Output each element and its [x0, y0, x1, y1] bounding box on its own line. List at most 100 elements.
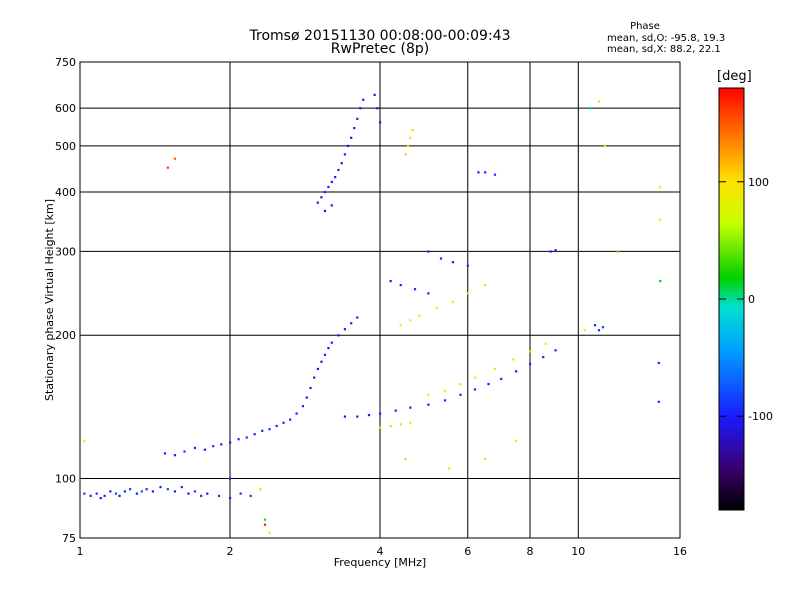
data-point — [515, 439, 518, 443]
x-tick-label: 10 — [571, 545, 585, 558]
data-point — [399, 423, 402, 426]
data-point — [659, 185, 662, 189]
data-point — [601, 326, 605, 329]
data-point — [427, 292, 430, 295]
colorbar-tick-label: 0 — [748, 293, 755, 306]
data-point — [159, 485, 162, 489]
data-point — [389, 424, 392, 428]
data-point — [554, 249, 557, 252]
data-point — [320, 360, 323, 363]
data-point — [409, 421, 412, 424]
data-point — [268, 428, 271, 431]
data-point — [409, 406, 412, 409]
data-point — [249, 494, 252, 497]
y-tick-label: 750 — [55, 56, 76, 69]
data-point — [187, 492, 190, 495]
data-point — [367, 413, 371, 417]
data-point — [493, 173, 497, 176]
data-point — [313, 376, 316, 379]
data-point — [173, 157, 177, 160]
data-point — [427, 393, 430, 396]
x-tick-label: 16 — [673, 545, 687, 558]
x-axis-label: Frequency [MHz] — [333, 556, 427, 569]
data-point — [466, 264, 469, 267]
data-point — [109, 490, 112, 493]
data-point — [394, 409, 397, 412]
data-point — [259, 488, 262, 491]
data-point — [379, 426, 382, 429]
data-point — [217, 494, 221, 497]
data-point — [616, 250, 619, 253]
data-point — [309, 386, 312, 390]
data-point — [151, 490, 155, 493]
data-point — [473, 388, 477, 391]
y-tick-label: 200 — [55, 329, 76, 342]
data-points — [83, 93, 662, 534]
data-point — [334, 175, 337, 179]
data-point — [301, 405, 305, 408]
data-point — [350, 322, 353, 325]
x-axis-ticks: 1 2 4 6 8 10 16 — [77, 545, 688, 558]
data-point — [327, 185, 330, 189]
data-point — [597, 100, 601, 103]
data-point — [220, 443, 223, 446]
data-point — [418, 314, 421, 317]
data-point — [484, 284, 487, 287]
data-point — [379, 412, 382, 415]
data-point — [404, 153, 407, 156]
data-point — [459, 382, 462, 386]
data-point — [346, 144, 350, 148]
data-point — [330, 204, 333, 207]
data-point — [193, 446, 197, 450]
data-point — [376, 107, 379, 110]
data-point — [203, 448, 206, 451]
data-point — [229, 441, 232, 444]
data-point — [411, 128, 414, 132]
chart-subtitle: RwPretec (8p) — [330, 41, 430, 57]
data-point — [659, 218, 662, 221]
x-tick-label: 8 — [527, 545, 534, 558]
data-point — [268, 531, 271, 534]
data-point — [404, 457, 407, 461]
data-point — [353, 127, 356, 130]
colorbar-title: [deg] — [717, 69, 752, 84]
data-point — [99, 497, 102, 500]
data-point — [399, 284, 402, 287]
data-point — [409, 136, 412, 139]
data-point — [118, 494, 121, 497]
data-point — [83, 439, 86, 443]
data-point — [583, 329, 586, 332]
y-tick-label: 75 — [62, 532, 76, 545]
data-point — [544, 342, 547, 345]
data-point — [337, 168, 340, 172]
data-point — [140, 490, 143, 493]
data-point — [443, 389, 447, 392]
data-point — [330, 341, 333, 344]
y-axis-label: Stationary phase Virtual Height [km] — [43, 198, 56, 402]
x-tick-label: 2 — [227, 545, 234, 558]
phase-stats-o: mean, sd,O: -95.8, 19.3 — [607, 33, 726, 44]
data-point — [183, 450, 186, 453]
data-point — [166, 166, 169, 169]
data-point — [443, 399, 447, 402]
data-point — [427, 403, 430, 406]
data-point — [356, 415, 359, 418]
data-point — [409, 319, 412, 322]
data-point — [166, 488, 169, 491]
data-point — [323, 190, 327, 194]
data-point — [89, 494, 92, 497]
data-point — [542, 356, 545, 359]
data-point — [459, 393, 462, 396]
data-point — [439, 257, 443, 260]
data-point — [356, 117, 359, 120]
data-point — [245, 436, 248, 439]
data-point — [447, 467, 451, 470]
data-point — [549, 250, 552, 253]
data-point — [484, 171, 487, 174]
data-point — [451, 300, 455, 304]
data-point — [163, 452, 167, 455]
y-axis-ticks: 75 100 200 300 400 500 600 750 — [55, 56, 76, 545]
data-point — [261, 429, 264, 432]
x-tick-label: 1 — [77, 545, 84, 558]
